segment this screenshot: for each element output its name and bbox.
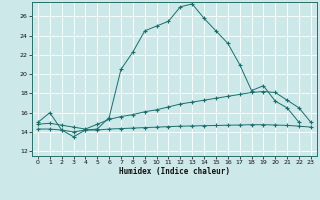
X-axis label: Humidex (Indice chaleur): Humidex (Indice chaleur) <box>119 167 230 176</box>
